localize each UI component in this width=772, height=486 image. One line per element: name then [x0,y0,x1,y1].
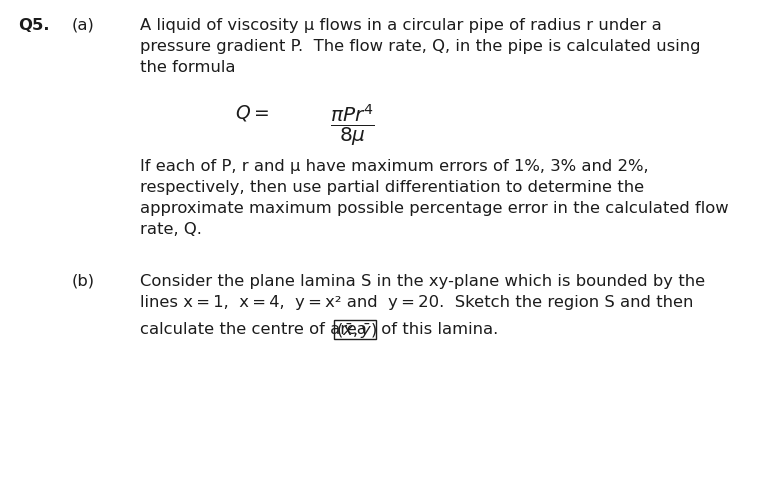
Text: of this lamina.: of this lamina. [376,322,498,337]
Text: (a): (a) [72,18,95,33]
Text: $\dfrac{\pi P r^4}{8\mu}$: $\dfrac{\pi P r^4}{8\mu}$ [330,103,375,149]
Text: the formula: the formula [140,60,235,75]
Text: A liquid of viscosity μ flows in a circular pipe of radius r under a: A liquid of viscosity μ flows in a circu… [140,18,662,33]
Text: calculate the centre of area: calculate the centre of area [140,322,378,337]
Text: $(\bar{x},\bar{y})$: $(\bar{x},\bar{y})$ [336,322,377,341]
Text: rate, Q.: rate, Q. [140,222,201,237]
Text: Consider the plane lamina S in the xy-plane which is bounded by the: Consider the plane lamina S in the xy-pl… [140,274,705,289]
Text: If each of P, r and μ have maximum errors of 1%, 3% and 2%,: If each of P, r and μ have maximum error… [140,159,648,174]
Text: respectively, then use partial differentiation to determine the: respectively, then use partial different… [140,180,644,195]
Bar [334,320,376,339]
Text: (b): (b) [72,274,95,289]
Text: $Q =$: $Q =$ [235,103,269,123]
Text: Q5.: Q5. [18,18,49,33]
Text: pressure gradient P.  The flow rate, Q, in the pipe is calculated using: pressure gradient P. The flow rate, Q, i… [140,39,700,54]
Text: lines x = 1,  x = 4,  y = x² and  y = 20.  Sketch the region S and then: lines x = 1, x = 4, y = x² and y = 20. S… [140,295,693,310]
Text: approximate maximum possible percentage error in the calculated flow: approximate maximum possible percentage … [140,201,729,216]
